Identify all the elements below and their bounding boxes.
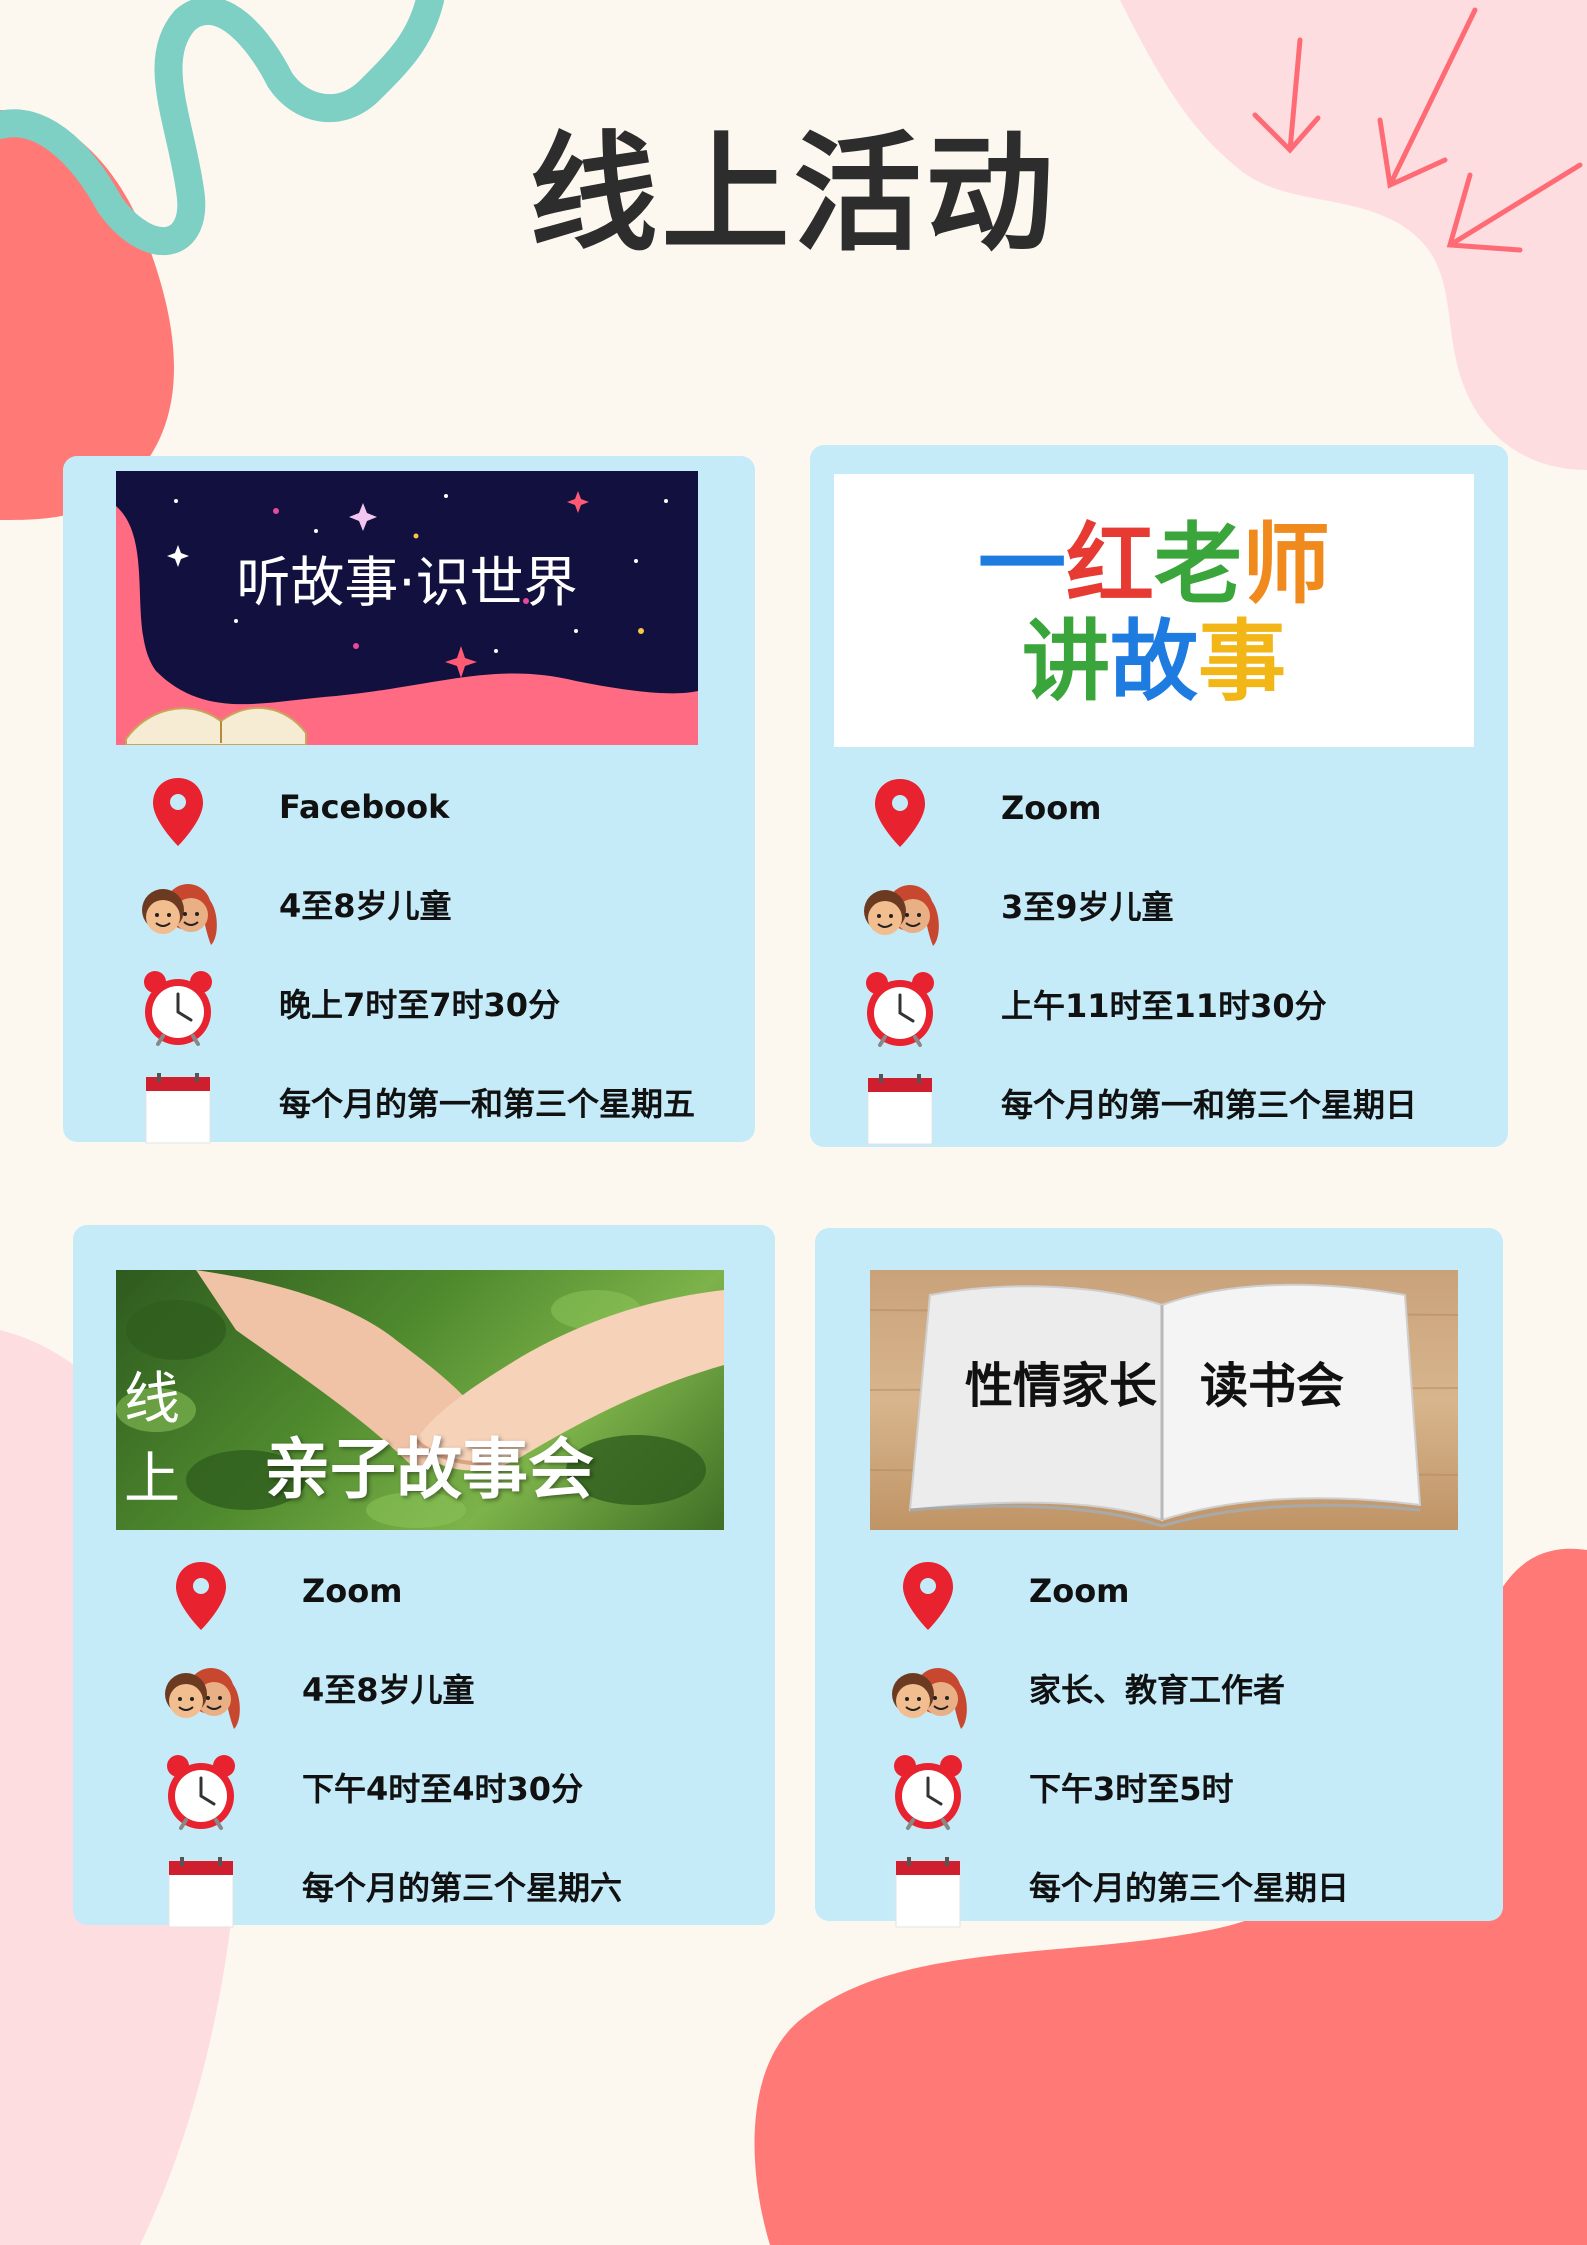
calendar-icon (168, 1857, 234, 1928)
location-pin-icon (903, 1562, 953, 1630)
event-banner-4-left: 性情家长 (965, 1358, 1158, 1414)
banner-char: 一 (977, 513, 1066, 616)
night-sky-illustration (116, 491, 698, 745)
event-time: 晚上7时至7时30分 (279, 986, 561, 1024)
event-banner-3-small-1: 线 (124, 1367, 180, 1432)
event-audience: 3至9岁儿童 (1001, 888, 1174, 926)
alarm-clock-icon (167, 1755, 235, 1830)
event-schedule: 每个月的第一和第三个星期五 (279, 1085, 696, 1123)
event-platform: Zoom (302, 1572, 403, 1610)
event-banner-4-right: 读书会 (1200, 1358, 1345, 1414)
children-icon (142, 884, 217, 945)
children-icon (892, 1668, 967, 1729)
event-card-4: 性情家长 读书会 Zoom 家长、教育工作者 下午3时至5时 每个月的第三个星期… (815, 1228, 1503, 1928)
page-title: 线上活动 (529, 120, 1058, 269)
alarm-clock-icon (866, 972, 934, 1047)
event-audience: 4至8岁儿童 (279, 887, 452, 925)
event-card-2: 一红老师 讲故事 Zoom 3至9岁儿童 上午11时至11时30分 (810, 445, 1508, 1147)
event-audience: 家长、教育工作者 (1029, 1671, 1286, 1709)
event-platform: Facebook (279, 788, 450, 826)
children-icon (864, 885, 939, 946)
event-time: 下午4时至4时30分 (302, 1770, 584, 1808)
event-schedule: 每个月的第三个星期日 (1029, 1869, 1350, 1907)
alarm-clock-icon (894, 1755, 962, 1830)
alarm-clock-icon (144, 971, 212, 1046)
event-time: 下午3时至5时 (1029, 1770, 1234, 1808)
banner-char: 故 (1109, 610, 1198, 713)
calendar-icon (867, 1074, 933, 1145)
event-banner-2-line-1: 一红老师 (834, 512, 1474, 618)
calendar-icon (145, 1073, 211, 1144)
event-platform: Zoom (1001, 789, 1102, 827)
event-banner-3-small-2: 上 (124, 1447, 180, 1512)
event-banner-3-title: 亲子故事会 (264, 1431, 594, 1508)
event-banner-4: 性情家长 读书会 (870, 1270, 1458, 1530)
children-icon (165, 1668, 240, 1729)
event-audience: 4至8岁儿童 (302, 1671, 475, 1709)
holding-hands-photo (116, 1270, 724, 1528)
event-platform: Zoom (1029, 1572, 1130, 1610)
banner-char: 红 (1065, 513, 1154, 616)
event-schedule: 每个月的第三个星期六 (302, 1869, 623, 1907)
location-pin-icon (875, 779, 925, 847)
location-pin-icon (153, 778, 203, 846)
event-banner-2: 一红老师 讲故事 (834, 474, 1474, 747)
event-time: 上午11时至11时30分 (1001, 987, 1327, 1025)
open-book-photo (870, 1283, 1458, 1528)
banner-char: 讲 (1021, 610, 1110, 713)
event-banner-2-line-2: 讲故事 (834, 609, 1474, 715)
event-banner-3: 线 上 亲子故事会 (116, 1270, 724, 1530)
event-card-1: 听故事·识世界 Facebook 4至8岁儿童 晚上7时至7时30分 每个月的第… (63, 456, 755, 1144)
calendar-icon (895, 1857, 961, 1928)
event-card-3: 线 上 亲子故事会 Zoom 4至8岁儿童 下午4时至4时30分 每个月的第三 (73, 1225, 775, 1928)
event-schedule: 每个月的第一和第三个星期日 (1001, 1086, 1418, 1124)
event-banner-1: 听故事·识世界 (116, 471, 698, 745)
banner-char: 事 (1198, 610, 1287, 713)
location-pin-icon (176, 1562, 226, 1630)
event-banner-1-title: 听故事·识世界 (236, 551, 578, 614)
banner-char: 师 (1242, 513, 1331, 616)
banner-char: 老 (1154, 513, 1243, 616)
